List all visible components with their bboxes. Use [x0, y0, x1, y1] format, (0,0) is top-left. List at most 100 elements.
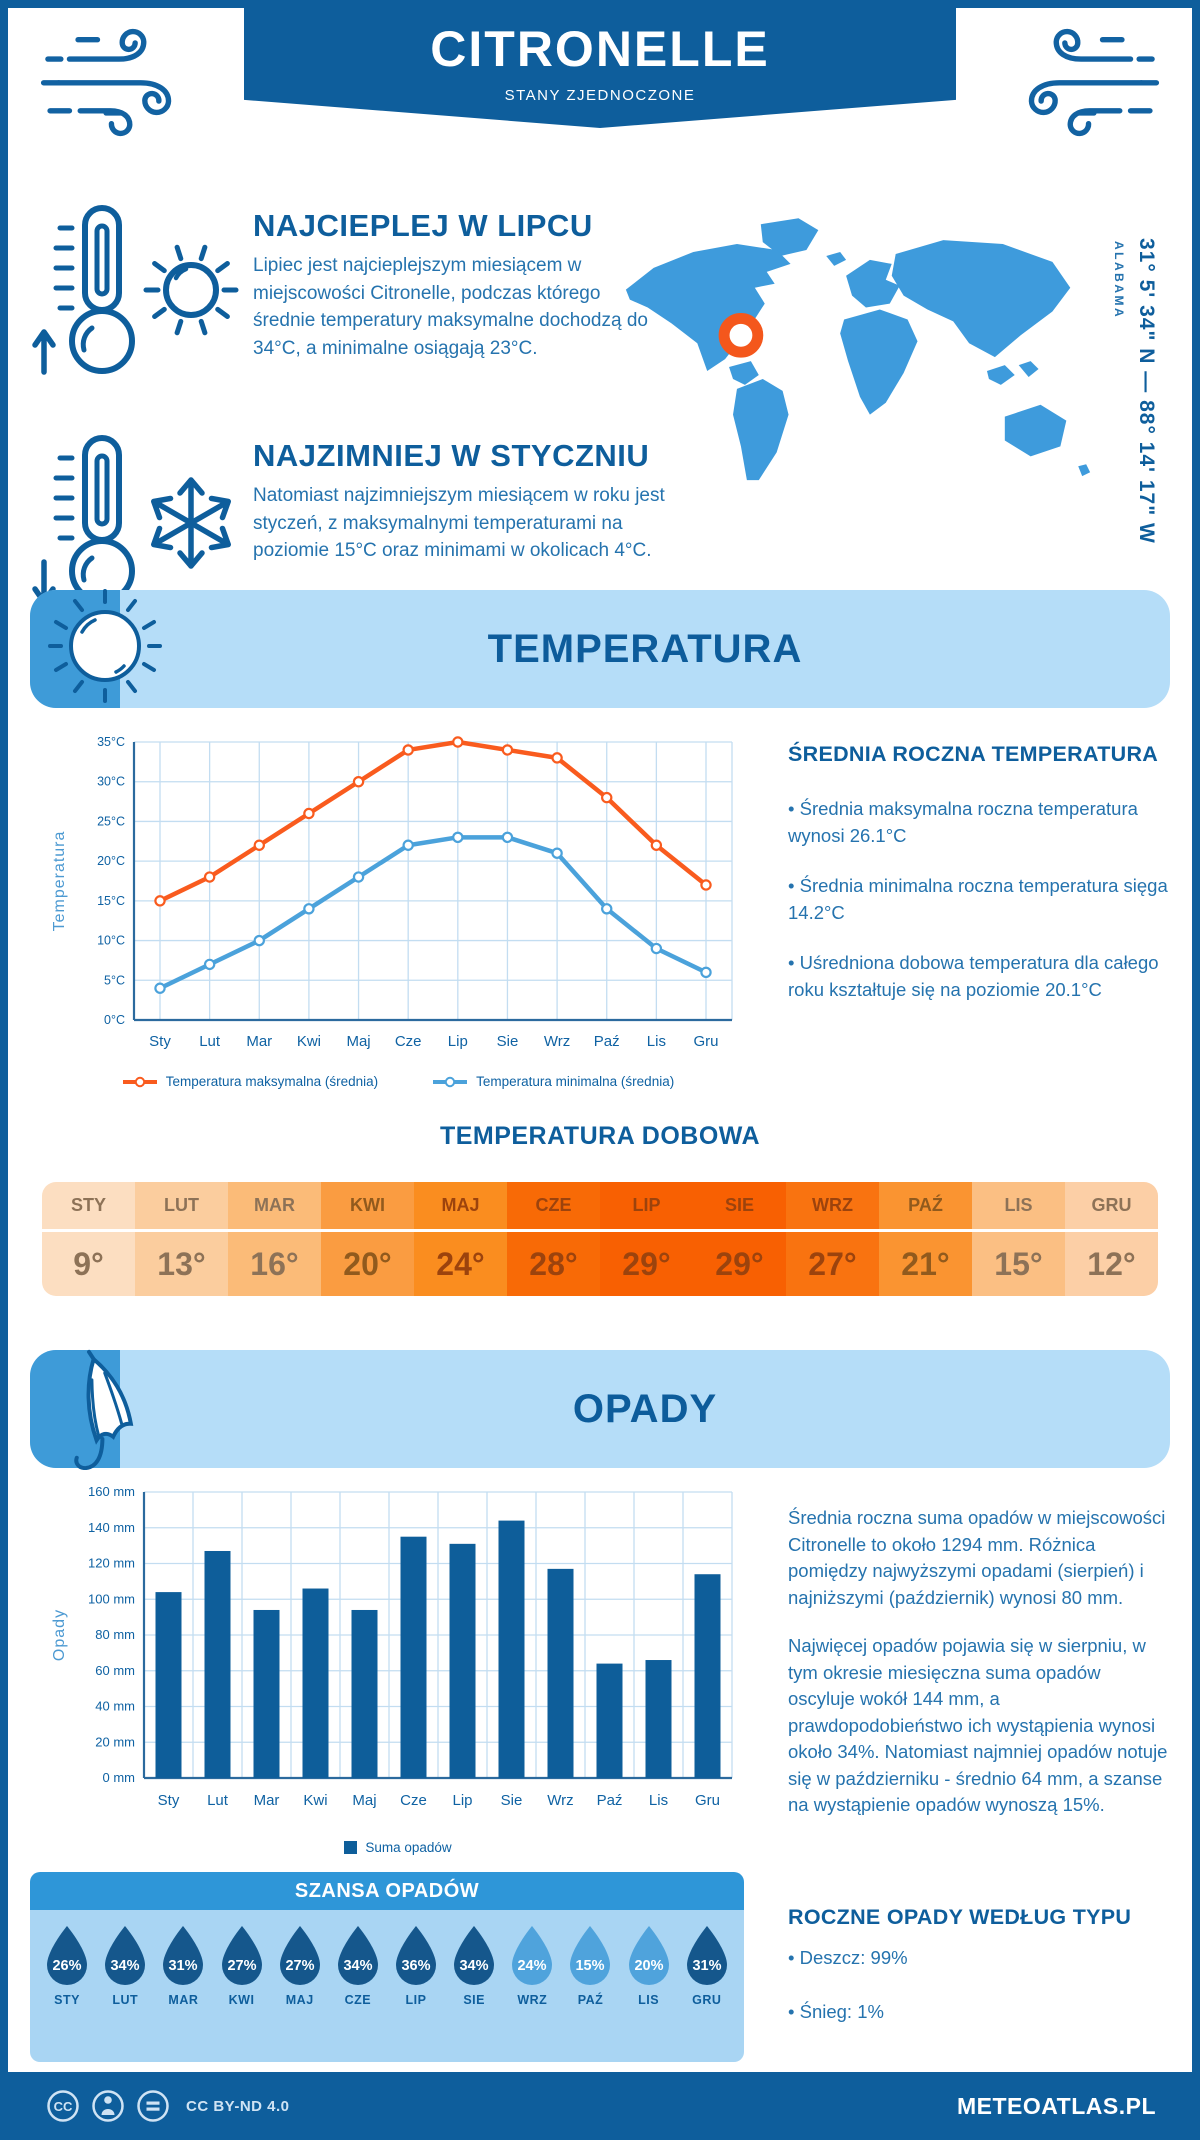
y-tick-label: 80 mm: [95, 1627, 135, 1642]
bar: [547, 1568, 574, 1778]
data-point: [551, 752, 563, 764]
data-point: [352, 776, 365, 788]
month-label: Sie: [501, 1792, 523, 1809]
page-subtitle: STANY ZJEDNOCZONE: [504, 87, 696, 104]
y-tick-label: 140 mm: [88, 1520, 135, 1535]
svg-text:CC: CC: [54, 2099, 73, 2114]
rain-chance-title: SZANSA OPADÓW: [30, 1872, 744, 1910]
droplet-icon: 24%: [512, 1926, 553, 1985]
month-label: Sty: [149, 1033, 171, 1050]
legend-label: Suma opadów: [365, 1840, 452, 1855]
data-point: [253, 934, 265, 947]
rain-chance-item: 36% LIP: [390, 1924, 442, 2007]
bar: [645, 1660, 672, 1778]
data-point: [650, 839, 663, 851]
droplet-percent: 34%: [343, 1958, 372, 1974]
data-point: [402, 839, 414, 851]
legend-item: Temperatura maksymalna (średnia): [122, 1074, 378, 1089]
droplet-month: WRZ: [517, 1993, 548, 2007]
y-tick-label: 60 mm: [95, 1663, 135, 1678]
droplet-icon: 34%: [337, 1926, 378, 1985]
bullet-item: • Średnia minimalna roczna temperatura s…: [788, 875, 1168, 923]
table-month-cell: LIS: [972, 1182, 1065, 1232]
temperature-section-header: TEMPERATURA: [30, 589, 1170, 708]
rain-chance-item: 34% CZE: [332, 1924, 384, 2007]
title-banner: CITRONELLE STANY ZJEDNOCZONE: [244, 0, 956, 128]
table-value-cell: 12°: [1065, 1232, 1158, 1296]
table-value-cell: 15°: [972, 1232, 1065, 1296]
table-month-cell: GRU: [1065, 1182, 1158, 1232]
data-point: [601, 791, 613, 804]
table-month-cell: LIP: [600, 1182, 693, 1232]
wind-icon: [1028, 28, 1160, 137]
page-title: CITRONELLE: [430, 21, 770, 77]
data-point: [601, 903, 613, 915]
data-point: [700, 966, 712, 979]
footer: CC CC BY-ND 4.0 METEOATLAS.PL: [0, 2072, 1200, 2140]
legend-label: Temperatura minimalna (średnia): [476, 1074, 675, 1089]
droplet-icon: 26%: [47, 1926, 88, 1985]
droplet-icon: 31%: [163, 1926, 204, 1985]
line-series: [159, 739, 708, 903]
precipitation-paragraph-2: Najwięcej opadów pojawia się w sierpniu,…: [788, 1635, 1168, 1815]
droplet-month: LIP: [405, 1993, 427, 2007]
data-point: [700, 879, 712, 891]
table-value-cell: 28°: [507, 1232, 600, 1296]
border-right: [1192, 0, 1200, 2140]
attribution-icon: [92, 2090, 124, 2122]
warm-heading: NAJCIEPLEJ W LIPCU: [253, 208, 593, 243]
month-label: Maj: [352, 1792, 376, 1809]
droplet-month: STY: [54, 1993, 80, 2007]
droplet-icon: 27%: [279, 1926, 320, 1985]
droplet-percent: 34%: [460, 1958, 489, 1974]
rain-chance-droplets: 26% STY 34% LUT 31% MAR 27% KWI 27% MAJ 34% CZE 36% L…: [30, 1910, 744, 2062]
precipitation-section-header: OPADY: [30, 1349, 1170, 1470]
data-point: [154, 895, 166, 907]
table-value-cell: 27°: [786, 1232, 879, 1296]
rain-chance-item: 34% LUT: [99, 1924, 151, 2007]
precipitation-bar-chart: 0 mm 20 mm 40 mm 60 mm 80 mm 100 mm 120 mm 140 …: [51, 1484, 733, 1809]
droplet-percent: 20%: [634, 1958, 663, 1974]
droplet-month: KWI: [228, 1993, 255, 2007]
y-axis-title: Opady: [51, 1609, 68, 1661]
data-point: [501, 744, 514, 756]
bar: [204, 1550, 231, 1778]
droplet-percent: 34%: [111, 1958, 140, 1974]
table-value-cell: 16°: [228, 1232, 321, 1296]
month-label: Gru: [695, 1792, 720, 1809]
wind-icon: [40, 28, 172, 137]
data-point: [551, 847, 563, 859]
droplet-month: PAŹ: [577, 1993, 604, 2007]
y-tick-label: 0°C: [104, 1013, 125, 1027]
annual-temp-heading: ŚREDNIA ROCZNA TEMPERATURA: [788, 742, 1159, 766]
table-month-cell: SIE: [693, 1182, 786, 1232]
table-month-cell: CZE: [507, 1182, 600, 1232]
table-value-cell: 24°: [414, 1232, 507, 1296]
data-point: [352, 871, 365, 883]
bar: [449, 1543, 476, 1778]
temperature-section-title: TEMPERATURA: [487, 626, 803, 671]
rain-chance-item: 34% SIE: [448, 1924, 500, 2007]
droplet-icon: 31%: [686, 1926, 727, 1985]
precip-type-bullets: • Deszcz: 99% • Śnieg: 1%: [788, 1943, 1170, 2051]
month-label: Mar: [246, 1033, 272, 1050]
table-value-cell: 20°: [321, 1232, 414, 1296]
data-point: [650, 942, 663, 955]
line-series: [159, 835, 707, 991]
sun-icon: [48, 589, 162, 703]
data-point: [203, 958, 216, 971]
month-label: Cze: [400, 1792, 427, 1809]
brand-label: METEOATLAS.PL: [956, 2092, 1156, 2119]
droplet-month: MAJ: [285, 1993, 314, 2007]
droplet-month: MAR: [168, 1993, 199, 2007]
month-label: Gru: [693, 1033, 718, 1050]
month-label: Mar: [254, 1792, 280, 1809]
y-tick-label: 15°C: [97, 894, 125, 908]
rain-chance-item: 15% PAŹ: [564, 1924, 616, 2007]
precipitation-section-title: OPADY: [572, 1386, 718, 1431]
droplet-month: CZE: [344, 1993, 372, 2007]
y-tick-label: 100 mm: [88, 1591, 135, 1606]
annual-temp-bullets: • Średnia maksymalna roczna temperatura …: [788, 796, 1170, 1027]
droplet-percent: 15%: [576, 1958, 605, 1974]
month-label: Lut: [199, 1033, 221, 1050]
